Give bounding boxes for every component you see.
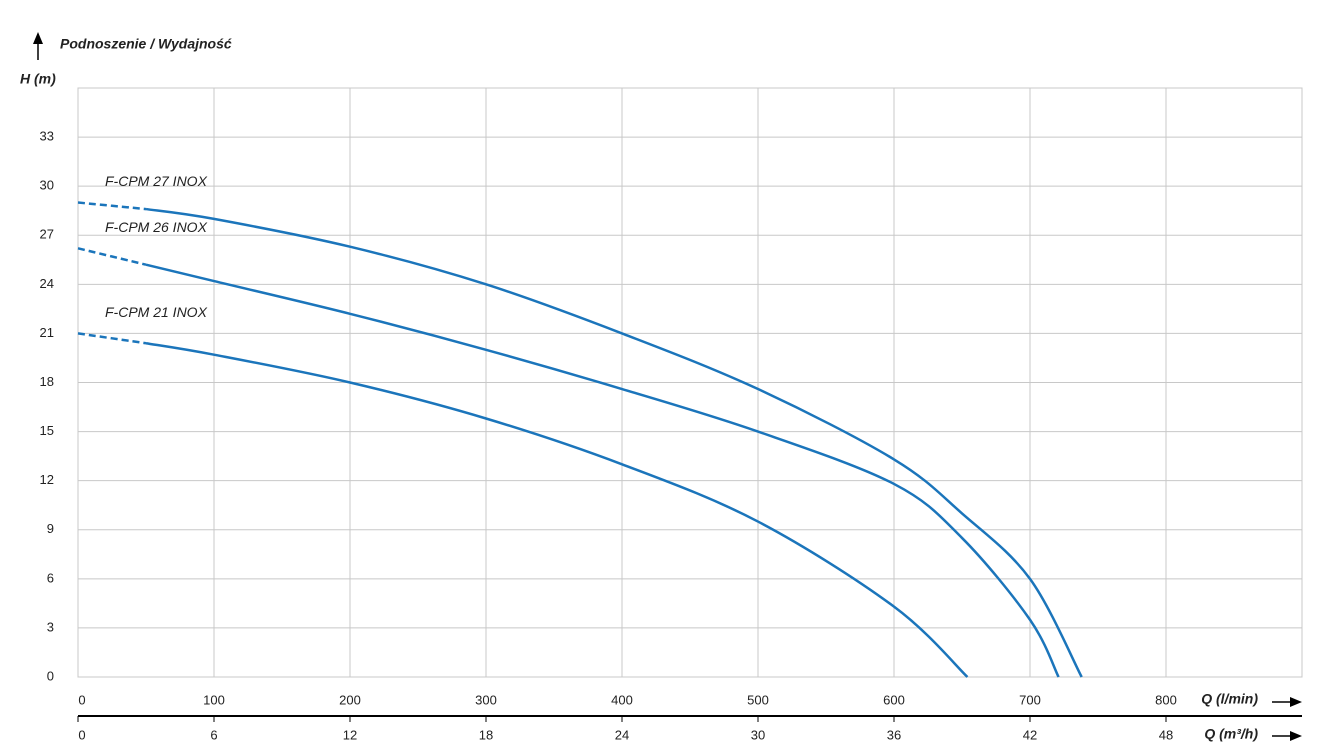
- x-arrow-head: [1290, 697, 1302, 707]
- series-line: [145, 263, 1060, 678]
- x2-tick-label: 48: [1159, 727, 1173, 742]
- y-tick-label: 6: [47, 570, 54, 585]
- x2-axis-label: Q (m³/h): [1204, 726, 1258, 742]
- y-tick-label: 30: [40, 178, 54, 193]
- x2-tick-label: 12: [343, 727, 357, 742]
- series-line-dashed: [77, 247, 147, 266]
- x-tick-label: 800: [1155, 692, 1177, 707]
- x2-tick-label: 36: [887, 727, 901, 742]
- x-tick-label: 400: [611, 692, 633, 707]
- x2-tick-label: 6: [210, 727, 217, 742]
- x2-tick-label: 30: [751, 727, 765, 742]
- x-axis-label: Q (l/min): [1201, 691, 1258, 707]
- chart-title: Podnoszenie / Wydajność: [60, 36, 232, 52]
- y-tick-label: 21: [40, 325, 54, 340]
- series-label: F-CPM 26 INOX: [105, 219, 208, 235]
- y-tick-label: 0: [47, 668, 54, 683]
- y-tick-label: 33: [40, 129, 54, 144]
- x-tick-label: 600: [883, 692, 905, 707]
- y-tick-label: 18: [40, 374, 54, 389]
- y-tick-label: 12: [40, 472, 54, 487]
- y-tick-label: 24: [40, 276, 54, 291]
- y-axis-label: H (m): [20, 71, 56, 87]
- series-line: [145, 207, 1083, 678]
- x2-tick-label: 42: [1023, 727, 1037, 742]
- x2-tick-label: 24: [615, 727, 629, 742]
- x2-arrow-head: [1290, 731, 1302, 741]
- series-label: F-CPM 27 INOX: [105, 173, 208, 189]
- x-tick-label: 500: [747, 692, 769, 707]
- series-line-dashed: [77, 332, 147, 345]
- series-line-dashed: [77, 201, 147, 211]
- x2-tick-label: 18: [479, 727, 493, 742]
- y-tick-label: 3: [47, 619, 54, 634]
- series-label: F-CPM 21 INOX: [105, 304, 208, 320]
- x-tick-label: 300: [475, 692, 497, 707]
- y-arrow-head: [33, 32, 43, 44]
- x-tick-label: 0: [78, 692, 85, 707]
- x-tick-label: 700: [1019, 692, 1041, 707]
- y-tick-label: 15: [40, 423, 54, 438]
- x-tick-label: 200: [339, 692, 361, 707]
- x-tick-label: 100: [203, 692, 225, 707]
- y-tick-label: 9: [47, 521, 54, 536]
- series-line: [145, 342, 969, 678]
- x2-tick-label: 0: [78, 727, 85, 742]
- y-tick-label: 27: [40, 227, 54, 242]
